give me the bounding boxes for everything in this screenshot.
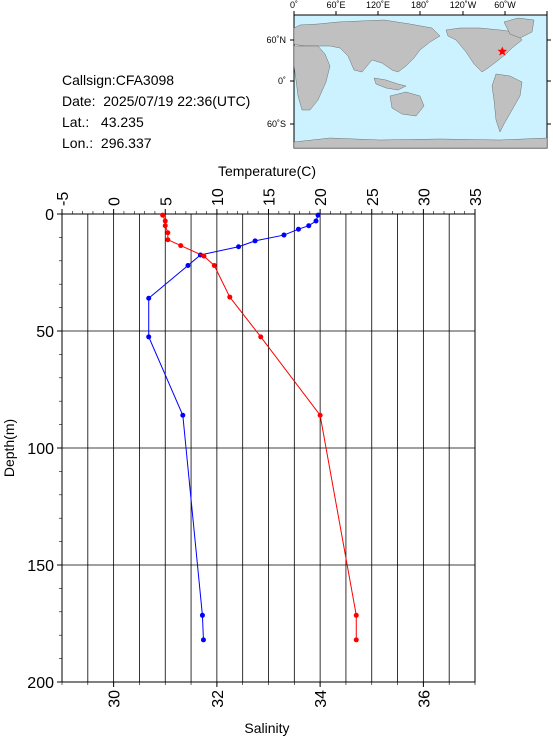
salinity-data-point (162, 218, 168, 224)
land-australia (389, 91, 425, 117)
salinity-ticks: 30 32 34 36 (61, 682, 476, 708)
salinity-data-point (211, 262, 217, 268)
depth-ticks: 0 50 100 150 200 (27, 207, 62, 692)
station-info: Callsign:CFA3098 Date: 2025/07/19 22:36(… (62, 70, 250, 154)
salinity-data-point (258, 334, 264, 340)
map-lon-label: 120˚W (450, 0, 477, 10)
map-lat-label: 60˚S (267, 119, 286, 129)
salinity-tick-label: 36 (416, 690, 433, 708)
land-north-america (445, 27, 523, 73)
temperature-tick-label: 20 (313, 188, 330, 206)
temperature-data-point (197, 252, 203, 258)
depth-tick-label: 150 (27, 558, 54, 575)
temperature-tick-label: 10 (210, 188, 227, 206)
map-frame-ticks (290, 11, 551, 125)
temperature-data-point (281, 232, 287, 238)
temperature-tick-label: 25 (365, 188, 382, 206)
depth-axis-title: Depth(m) (1, 419, 17, 477)
map-lat-labels: 60˚N 0˚ 60˚S (266, 35, 286, 129)
salinity-profile-line (162, 214, 357, 640)
lat-row: Lat.: 43.235 (62, 112, 250, 133)
temperature-data-point (185, 262, 191, 268)
lat-value: 43.235 (100, 114, 144, 130)
salinity-data-point (317, 412, 323, 418)
map-lon-label: 180˚ (411, 0, 429, 10)
temperature-ticks: -5 0 5 10 15 20 25 30 35 (55, 188, 485, 214)
callsign-row: Callsign:CFA3098 (62, 70, 250, 91)
salinity-data-point (165, 230, 171, 236)
temperature-data-point (180, 412, 186, 418)
lon-label: Lon.: (62, 135, 94, 151)
world-map: 0˚ 60˚E 120˚E 180˚ 120˚W 60˚W 60˚N 0˚ 60… (266, 0, 551, 149)
land-africa (293, 45, 331, 111)
salinity-data-point (353, 612, 359, 618)
chart-grid (61, 213, 476, 683)
temperature-data-point (199, 612, 205, 618)
salinity-data-point (201, 253, 207, 259)
map-lon-label: 60˚W (494, 0, 516, 10)
temperature-axis-title: Temperature(C) (218, 163, 316, 179)
temperature-tick-label: 15 (262, 188, 279, 206)
temperature-data-point (236, 244, 242, 250)
callsign-label: Callsign: (62, 72, 116, 88)
plot-frame (61, 213, 476, 683)
salinity-data-point (162, 223, 168, 229)
salinity-tick-label: 32 (210, 690, 227, 708)
map-lat-label: 0˚ (278, 76, 286, 86)
callsign-value: CFA3098 (115, 72, 175, 88)
salinity-data-point (353, 637, 359, 643)
temperature-tick-label: 35 (468, 188, 485, 206)
land-antarctica (293, 137, 548, 149)
land-south-america (491, 73, 523, 133)
map-lon-label: 0˚ (290, 0, 298, 10)
temperature-tick-label: -5 (55, 192, 72, 206)
depth-tick-label: 50 (36, 324, 54, 341)
map-lat-label: 60˚N (266, 35, 286, 45)
salinity-axis-title: Salinity (244, 720, 289, 736)
salinity-data-point (178, 243, 184, 249)
salinity-data-point (227, 294, 233, 300)
temperature-data-point (252, 238, 258, 244)
temperature-data-point (295, 226, 301, 232)
temperature-tick-label: 0 (107, 197, 124, 206)
chart-series (146, 212, 359, 643)
lon-value: 296.337 (100, 135, 152, 151)
date-row: Date: 2025/07/19 22:36(UTC) (62, 91, 250, 112)
lat-label: Lat.: (62, 114, 90, 130)
salinity-tick-label: 30 (107, 690, 124, 708)
salinity-data-point (160, 212, 166, 218)
temperature-data-point (146, 295, 152, 301)
map-lon-label: 120˚E (366, 0, 390, 10)
temperature-data-point (306, 223, 312, 229)
land-eurasia (293, 19, 441, 73)
date-value: 2025/07/19 22:36(UTC) (103, 93, 251, 109)
station-marker (497, 46, 507, 56)
temperature-data-point (200, 637, 206, 643)
date-label: Date: (62, 93, 96, 109)
map-lon-labels: 0˚ 60˚E 120˚E 180˚ 120˚W 60˚W (290, 0, 516, 10)
depth-tick-label: 0 (45, 207, 54, 224)
temperature-data-point (315, 212, 321, 218)
land-indonesia (373, 77, 407, 91)
land-greenland (503, 17, 535, 39)
lon-row: Lon.: 296.337 (62, 133, 250, 154)
map-land (293, 17, 548, 149)
station-star-icon (497, 46, 507, 56)
depth-tick-label: 100 (27, 441, 54, 458)
salinity-data-point (165, 237, 171, 243)
temperature-tick-label: 5 (158, 197, 175, 206)
depth-tick-label: 200 (27, 675, 54, 692)
temperature-data-point (313, 218, 319, 224)
map-lon-label: 60˚E (326, 0, 345, 10)
temperature-tick-label: 30 (416, 188, 433, 206)
temperature-profile-line (148, 215, 319, 640)
salinity-tick-label: 34 (313, 690, 330, 708)
temperature-data-point (146, 334, 152, 340)
